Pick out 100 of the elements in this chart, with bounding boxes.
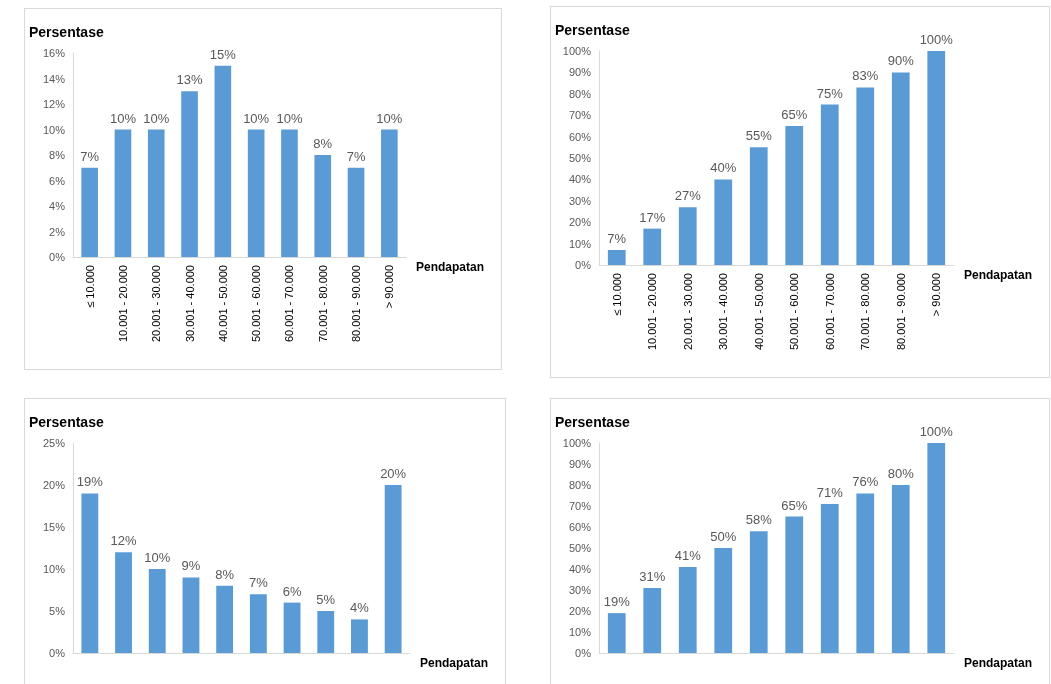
x-tick-label: > 90.000 — [383, 265, 396, 309]
data-label: 19% — [603, 594, 631, 610]
bar — [114, 129, 132, 257]
bar — [643, 587, 662, 653]
y-tick-label: 6% — [49, 174, 66, 187]
bar — [148, 569, 166, 653]
data-label: 20% — [380, 466, 407, 481]
data-label: 17% — [639, 209, 666, 225]
bar — [384, 485, 402, 653]
x-tick-label: 50.001 - 60.000 — [250, 265, 263, 343]
y-tick-label: 20% — [42, 479, 66, 491]
y-tick-label: 50% — [568, 152, 592, 164]
bar — [317, 611, 335, 653]
data-label: 10% — [243, 110, 270, 126]
x-axis-title: Pendapatan — [964, 268, 1033, 282]
x-tick-label: > 90.000 — [930, 273, 943, 317]
bar — [607, 250, 626, 265]
x-tick-label: 10.001 - 20.000 — [116, 265, 129, 343]
bar — [714, 179, 733, 265]
x-tick-label: 40.001 - 50.000 — [752, 273, 765, 351]
y-tick-label: 0% — [575, 259, 592, 271]
y-tick-label: 70% — [568, 109, 592, 122]
y-tick-label: 4% — [49, 200, 66, 212]
data-label: 4% — [350, 600, 370, 616]
bar — [927, 443, 946, 653]
y-tick-label: 0% — [49, 251, 66, 263]
bar — [785, 516, 804, 653]
x-tick-label: 20.001 - 30.000 — [150, 265, 163, 343]
data-label: 83% — [852, 68, 879, 84]
x-axis-title: Pendapatan — [416, 260, 485, 274]
data-label: 55% — [745, 128, 773, 144]
y-tick-label: 20% — [568, 216, 592, 229]
y-tick-label: 20% — [568, 605, 592, 617]
y-tick-label: 14% — [42, 72, 66, 85]
y-tick-label: 25% — [42, 437, 66, 449]
y-tick-label: 2% — [49, 225, 66, 238]
data-label: 27% — [674, 188, 702, 204]
data-label: 100% — [919, 32, 954, 47]
bar — [749, 147, 768, 265]
data-label: 75% — [816, 85, 844, 101]
bar — [182, 577, 200, 653]
data-label: 6% — [282, 583, 302, 599]
bar — [927, 51, 946, 265]
data-label: 7% — [607, 231, 627, 247]
data-label: 31% — [639, 568, 666, 584]
bar — [820, 104, 839, 265]
x-tick-label: 10.001 - 20.000 — [646, 273, 659, 351]
y-axis-title: Persentase — [29, 24, 104, 40]
y-axis-title: Persentase — [555, 22, 630, 38]
y-tick-label: 10% — [568, 626, 592, 638]
data-label: 10% — [144, 550, 171, 565]
bar — [81, 167, 98, 257]
bar — [856, 87, 875, 265]
bar — [214, 65, 232, 257]
data-label: 90% — [887, 53, 915, 69]
y-tick-label: 8% — [49, 149, 66, 161]
bar — [216, 585, 234, 653]
x-tick-label: 70.001 - 80.000 — [316, 265, 329, 343]
y-tick-label: 10% — [42, 563, 66, 575]
bar — [785, 125, 804, 265]
y-tick-label: 12% — [42, 98, 66, 110]
y-tick-label: 5% — [49, 605, 66, 617]
data-label: 100% — [919, 424, 954, 439]
y-tick-label: 30% — [568, 584, 592, 596]
y-tick-label: 15% — [42, 521, 66, 533]
y-tick-label: 16% — [42, 47, 66, 59]
bar — [283, 602, 301, 653]
y-tick-label: 80% — [568, 87, 592, 100]
bar — [281, 129, 298, 257]
x-tick-label: 50.001 - 60.000 — [788, 273, 801, 351]
y-tick-label: 40% — [568, 563, 592, 575]
data-label: 15% — [209, 46, 237, 62]
x-tick-label: 40.001 - 50.000 — [216, 265, 229, 343]
bar — [891, 72, 910, 265]
x-tick-label: 80.001 - 90.000 — [350, 265, 363, 343]
data-label: 8% — [313, 136, 333, 151]
y-tick-label: 50% — [568, 542, 592, 554]
data-label: 8% — [215, 566, 235, 582]
x-axis-title: Pendapatan — [420, 656, 489, 670]
y-tick-label: 60% — [568, 130, 592, 143]
x-tick-label: ≤ 10.000 — [610, 273, 623, 316]
data-label: 65% — [781, 497, 808, 513]
data-label: 65% — [781, 106, 808, 122]
data-label: 10% — [276, 110, 303, 126]
data-label: 13% — [176, 72, 203, 88]
bar — [381, 129, 398, 257]
data-label: 5% — [316, 592, 336, 607]
bar — [607, 613, 626, 653]
x-tick-label: ≤ 10.000 — [83, 265, 96, 308]
x-tick-label: 30.001 - 40.000 — [183, 265, 196, 343]
bar — [247, 129, 265, 257]
data-label: 7% — [80, 148, 100, 164]
y-tick-label: 10% — [42, 123, 66, 136]
y-axis-title: Persentase — [555, 414, 630, 430]
data-label: 12% — [110, 533, 137, 549]
bar — [678, 207, 697, 265]
y-tick-label: 80% — [568, 479, 592, 491]
y-tick-label: 0% — [575, 647, 592, 659]
data-label: 10% — [376, 110, 403, 126]
bar — [749, 531, 768, 653]
